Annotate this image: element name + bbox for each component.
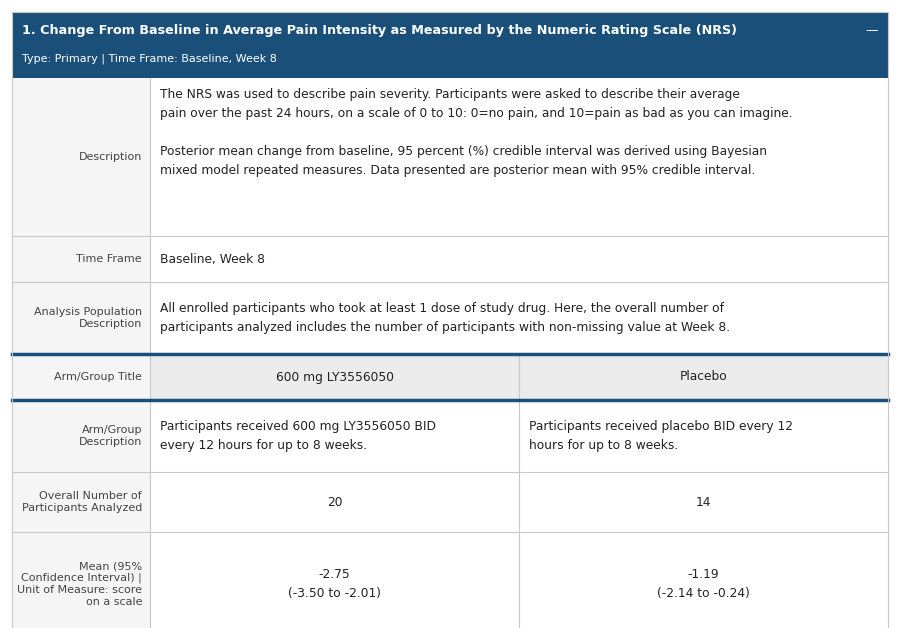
Text: The NRS was used to describe pain severity. Participants were asked to describe : The NRS was used to describe pain severi… bbox=[160, 88, 793, 177]
Text: 14: 14 bbox=[696, 495, 711, 509]
Text: Description: Description bbox=[78, 152, 142, 162]
Text: 20: 20 bbox=[327, 495, 342, 509]
Bar bbox=[519, 532, 888, 628]
Bar bbox=[519, 354, 888, 400]
Bar bbox=[12, 354, 150, 400]
Text: Placebo: Placebo bbox=[680, 371, 727, 384]
Bar bbox=[12, 282, 150, 354]
Bar bbox=[150, 78, 888, 236]
Text: Participants received 600 mg LY3556050 BID
every 12 hours for up to 8 weeks.: Participants received 600 mg LY3556050 B… bbox=[160, 420, 436, 452]
Text: —: — bbox=[866, 24, 878, 37]
Text: Type: Primary | Time Frame: Baseline, Week 8: Type: Primary | Time Frame: Baseline, We… bbox=[22, 53, 277, 64]
Bar bbox=[12, 532, 150, 628]
Text: Time Frame: Time Frame bbox=[76, 254, 142, 264]
Bar bbox=[12, 400, 150, 472]
Bar bbox=[150, 354, 519, 400]
Text: All enrolled participants who took at least 1 dose of study drug. Here, the over: All enrolled participants who took at le… bbox=[160, 302, 730, 334]
Bar bbox=[150, 400, 519, 472]
Text: -1.19
(-2.14 to -0.24): -1.19 (-2.14 to -0.24) bbox=[657, 568, 750, 600]
Bar bbox=[150, 532, 519, 628]
Text: Mean (95%
Confidence Interval) |
Unit of Measure: score
on a scale: Mean (95% Confidence Interval) | Unit of… bbox=[17, 561, 142, 607]
Bar bbox=[12, 472, 150, 532]
Bar bbox=[150, 472, 519, 532]
Bar bbox=[519, 472, 888, 532]
Bar bbox=[12, 236, 150, 282]
Text: Arm/Group Title: Arm/Group Title bbox=[54, 372, 142, 382]
Text: Overall Number of
Participants Analyzed: Overall Number of Participants Analyzed bbox=[22, 491, 142, 513]
Text: 1. Change From Baseline in Average Pain Intensity as Measured by the Numeric Rat: 1. Change From Baseline in Average Pain … bbox=[22, 24, 737, 37]
Text: -2.75
(-3.50 to -2.01): -2.75 (-3.50 to -2.01) bbox=[288, 568, 381, 600]
Bar bbox=[150, 236, 888, 282]
Text: Analysis Population
Description: Analysis Population Description bbox=[34, 307, 142, 329]
Text: Participants received placebo BID every 12
hours for up to 8 weeks.: Participants received placebo BID every … bbox=[529, 420, 793, 452]
Bar bbox=[150, 282, 888, 354]
Bar bbox=[519, 400, 888, 472]
Text: Arm/Group
Description: Arm/Group Description bbox=[78, 425, 142, 447]
Text: Baseline, Week 8: Baseline, Week 8 bbox=[160, 252, 265, 266]
Bar bbox=[12, 12, 888, 78]
Text: 600 mg LY3556050: 600 mg LY3556050 bbox=[275, 371, 393, 384]
Bar bbox=[12, 78, 150, 236]
